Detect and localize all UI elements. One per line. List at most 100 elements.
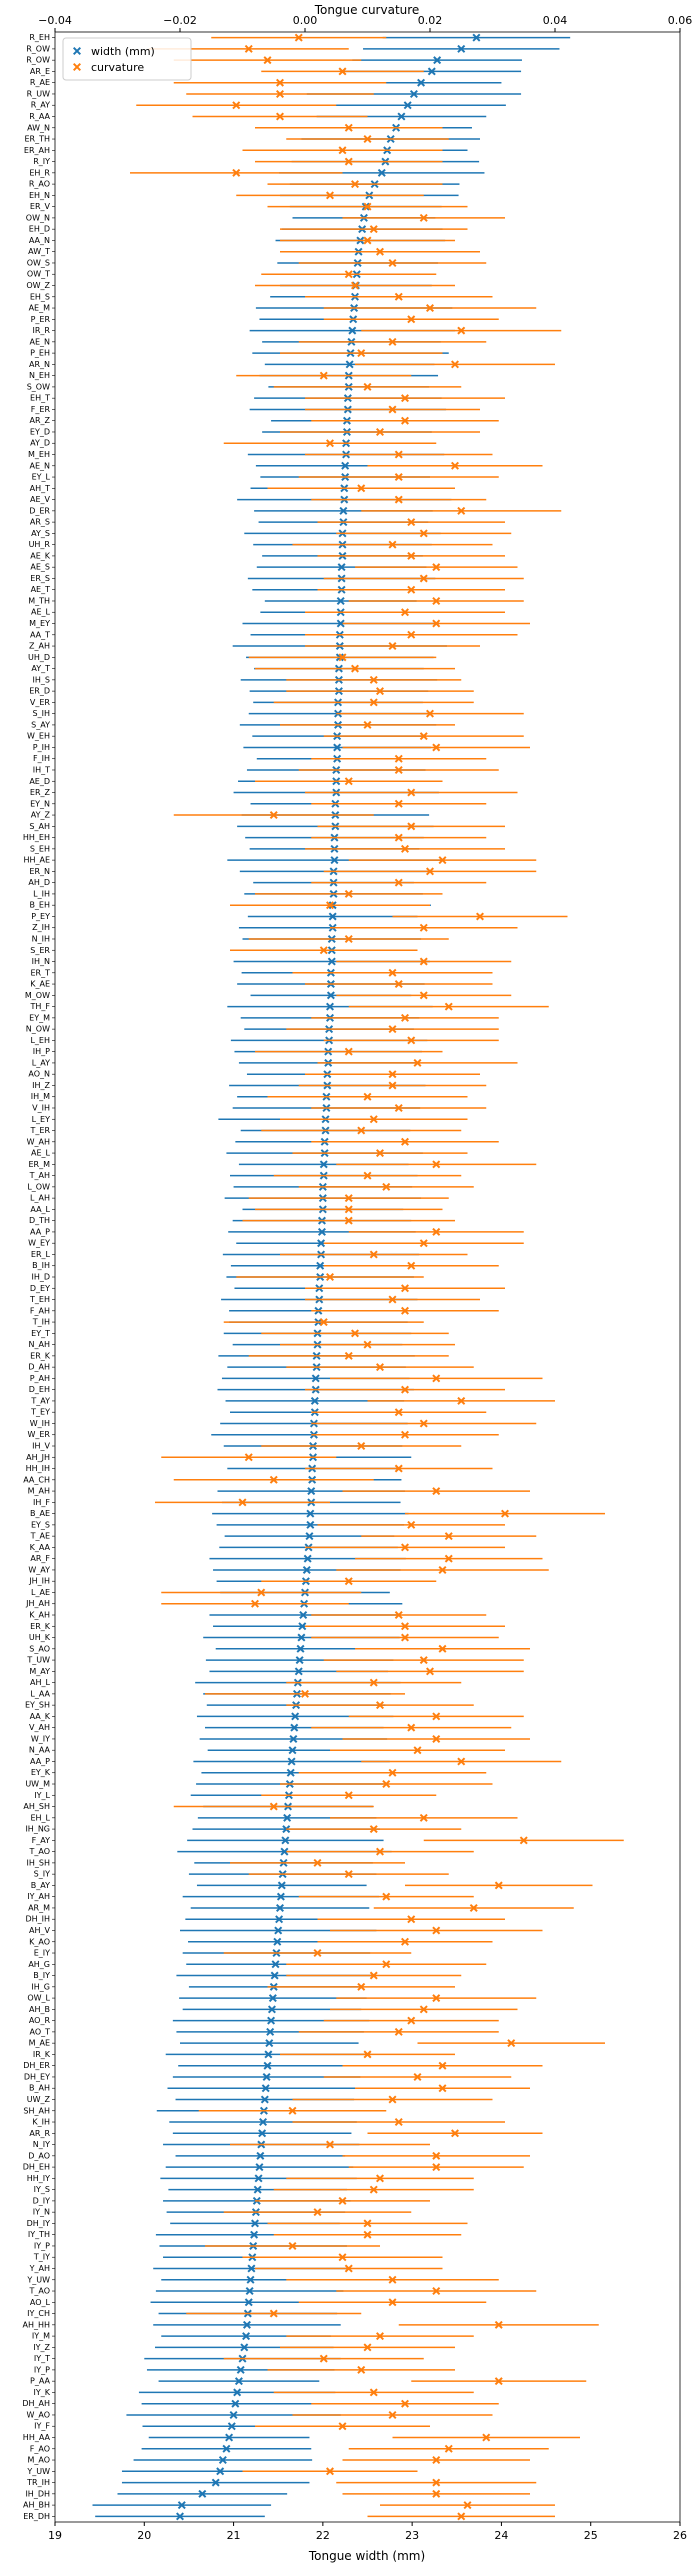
y-tick-label: IY_Z bbox=[33, 2343, 50, 2352]
y-tick-label: AH_HH bbox=[22, 2320, 50, 2329]
y-tick-label: OW_N bbox=[26, 213, 50, 222]
marker bbox=[344, 2264, 353, 2273]
marker bbox=[270, 1971, 279, 1980]
marker bbox=[327, 957, 336, 966]
y-tick-label: HH_IY bbox=[27, 2174, 50, 2183]
marker bbox=[388, 2095, 397, 2104]
marker bbox=[432, 1487, 441, 1496]
marker bbox=[326, 991, 335, 1000]
marker bbox=[294, 1667, 303, 1676]
y-tick-label: ER_N bbox=[29, 867, 50, 876]
marker bbox=[426, 1667, 434, 1676]
marker bbox=[313, 1949, 322, 1958]
y-tick-label: P_AA bbox=[30, 2377, 51, 2386]
marker bbox=[256, 2151, 265, 2160]
y-tick-label: B_IY bbox=[33, 1971, 50, 1980]
y-tick-label: D_AH bbox=[28, 1363, 50, 1372]
y-tick-label: L_EH bbox=[30, 1036, 50, 1045]
marker bbox=[457, 326, 466, 335]
marker bbox=[319, 946, 328, 955]
marker bbox=[344, 157, 353, 166]
marker bbox=[407, 2016, 416, 2025]
marker bbox=[432, 1374, 441, 1383]
y-tick-label: L_AY bbox=[32, 1058, 50, 1067]
y-tick-label: AH_D bbox=[28, 878, 50, 887]
marker bbox=[394, 1103, 403, 1112]
marker bbox=[401, 1622, 409, 1631]
marker bbox=[401, 1284, 409, 1293]
y-tick-label: M_TH bbox=[28, 596, 50, 605]
marker bbox=[287, 1757, 296, 1766]
y-tick-label: EH_R bbox=[29, 168, 50, 177]
marker bbox=[269, 1475, 278, 1484]
marker bbox=[394, 878, 403, 887]
marker bbox=[401, 1385, 409, 1394]
marker bbox=[338, 67, 347, 76]
marker bbox=[251, 2219, 259, 2228]
y-tick-label: UH_R bbox=[29, 540, 51, 549]
marker bbox=[344, 1194, 353, 1203]
marker bbox=[407, 315, 416, 324]
marker bbox=[344, 270, 353, 279]
x2-axis-label: Tongue curvature bbox=[314, 3, 420, 17]
y-tick-label: AE_N bbox=[29, 337, 50, 346]
y-tick-label: AE_N bbox=[29, 461, 50, 470]
y-tick-label: ER_D bbox=[29, 687, 50, 696]
y-tick-label: Y_UW bbox=[26, 2275, 50, 2284]
marker bbox=[494, 2377, 503, 2386]
legend-label: curvature bbox=[91, 61, 144, 74]
marker bbox=[276, 78, 284, 87]
marker bbox=[432, 596, 441, 605]
marker bbox=[176, 2512, 184, 2521]
y-tick-label: AW_N bbox=[27, 123, 50, 132]
marker bbox=[369, 1678, 378, 1687]
marker bbox=[433, 56, 442, 65]
y-tick-label: S_ER bbox=[30, 946, 50, 955]
y-tick-label: HH_EH bbox=[23, 833, 50, 842]
y-tick-label: AA_L bbox=[30, 1205, 50, 1214]
marker bbox=[407, 518, 416, 527]
marker bbox=[338, 2253, 347, 2262]
marker bbox=[363, 202, 372, 211]
y-tick-label: AH_BH bbox=[23, 2501, 50, 2510]
marker bbox=[444, 1554, 453, 1563]
marker bbox=[357, 1126, 366, 1135]
marker bbox=[330, 856, 339, 865]
marker bbox=[394, 292, 403, 301]
marker bbox=[301, 1689, 309, 1698]
y-tick-label: DH_EY bbox=[24, 2072, 50, 2081]
y-tick-label: AH_JH bbox=[26, 1453, 50, 1462]
marker bbox=[296, 1644, 305, 1653]
marker bbox=[427, 67, 436, 76]
y-tick-label: R_AA bbox=[29, 112, 50, 121]
marker bbox=[266, 2027, 275, 2036]
y-tick-label: P_EH bbox=[30, 349, 50, 358]
marker bbox=[407, 1520, 416, 1529]
y-tick-label: T_IH bbox=[32, 1318, 50, 1327]
y-tick-label: AH_T bbox=[30, 484, 50, 493]
y-tick-label: T_AH bbox=[29, 1171, 50, 1180]
marker bbox=[401, 1137, 409, 1146]
marker bbox=[407, 630, 416, 639]
marker bbox=[432, 2489, 441, 2498]
marker bbox=[319, 1318, 328, 1327]
y-tick-label: IR_R bbox=[33, 326, 51, 335]
marker bbox=[432, 1994, 441, 2003]
y-tick-label: M_EY bbox=[29, 619, 50, 628]
marker bbox=[255, 2163, 264, 2172]
x2-tick-label: 0.06 bbox=[668, 14, 693, 27]
marker bbox=[494, 2320, 503, 2329]
y-tick-label: R_UW bbox=[27, 89, 50, 98]
y-tick-label: AE_L bbox=[31, 1149, 51, 1158]
marker bbox=[457, 506, 466, 515]
marker bbox=[216, 2467, 225, 2476]
y-tick-label: JH_AH bbox=[25, 1599, 50, 1608]
x2-tick-label: −0.04 bbox=[38, 14, 72, 27]
marker bbox=[401, 1543, 409, 1552]
y-tick-label: AY_D bbox=[30, 439, 50, 448]
marker bbox=[407, 551, 416, 560]
marker bbox=[344, 1205, 353, 1214]
marker bbox=[288, 2241, 297, 2250]
y-tick-label: T_AY bbox=[30, 1396, 50, 1405]
